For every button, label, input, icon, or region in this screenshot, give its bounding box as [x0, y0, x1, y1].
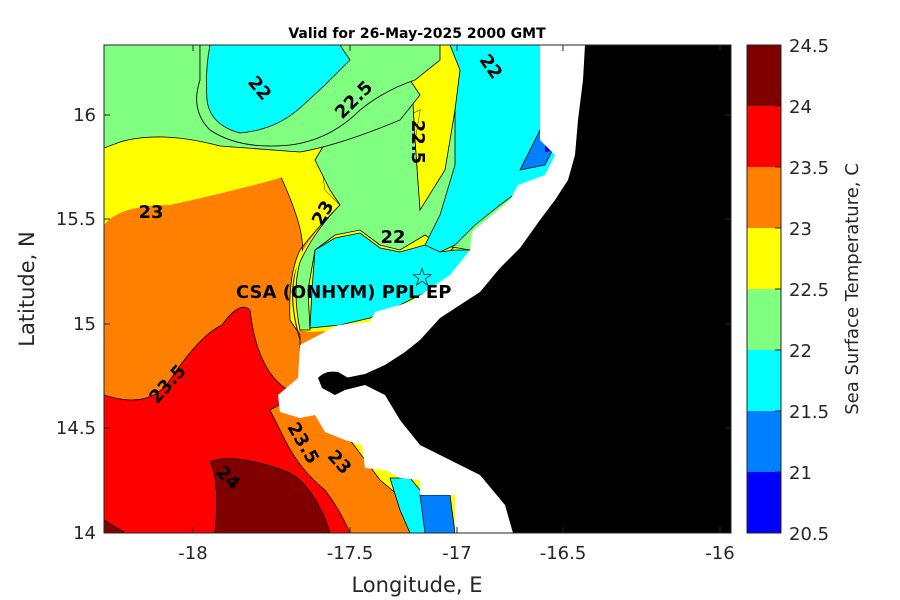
contour-label-23-west: 23 [138, 202, 163, 223]
y-axis [104, 114, 731, 429]
x-axis-label: Longitude, E [351, 573, 482, 597]
sst-band-21-21.5-south [419, 494, 456, 533]
x-axis [192, 45, 721, 533]
x-tick-label: -17.5 [327, 543, 374, 564]
colorbar-tick-label: 24.5 [789, 36, 829, 57]
sst-band-21.5-22-north [206, 45, 351, 134]
colorbar-swatch-23.5-24 [747, 106, 781, 167]
x-tick-label: -16 [705, 543, 734, 564]
colorbar-tick-label: 24 [789, 97, 812, 118]
x-tick-label: -17 [442, 543, 471, 564]
colorbar-swatch-23-23.5 [747, 167, 781, 228]
colorbar-swatch-21.5-22 [747, 350, 781, 411]
y-tick-label: 15 [73, 314, 96, 335]
colorbar-tick-label: 22 [789, 341, 812, 362]
y-tick-label: 14.5 [56, 418, 96, 439]
x-tick-label: -18 [178, 543, 207, 564]
y-tick-label: 14 [73, 523, 96, 544]
colorbar-tick-label: 23.5 [789, 158, 829, 179]
colorbar-tick-label: 22.5 [789, 280, 829, 301]
y-axis-label: Latitude, N [15, 231, 39, 347]
colorbar-swatch-20.5-21 [747, 472, 781, 533]
colorbar-tick-label: 23 [789, 219, 812, 240]
colorbar-tick-label: 20.5 [789, 524, 829, 545]
station-label: CSA (ONHYM) PPL EP [236, 282, 451, 303]
colorbar-swatch-21-21.5 [747, 411, 781, 472]
contour-label-22.5-east: 22.5 [407, 120, 428, 164]
sst-contour-map [104, 45, 731, 533]
land-mass [318, 45, 731, 533]
colorbar-swatch-22-22.5 [747, 289, 781, 350]
colorbar-label: Sea Surface Temperature, C [842, 163, 863, 415]
contour-label-22-coast: 22 [380, 227, 405, 248]
sst-band-24-24.5-corner [104, 519, 126, 533]
y-tick-label: 15.5 [56, 209, 96, 230]
colorbar-tick-label: 21.5 [789, 402, 829, 423]
station-star-icon: ☆ [410, 263, 433, 293]
y-tick-label: 16 [73, 105, 96, 126]
plot-frame [103, 44, 732, 534]
colorbar-swatch-24-24.5 [747, 45, 781, 106]
x-tick-label: -16.5 [540, 543, 587, 564]
cap-vert-peninsula [318, 371, 352, 395]
colorbar-tick-label: 21 [789, 463, 812, 484]
colorbar [746, 44, 782, 534]
colorbar-swatch-22.5-23 [747, 228, 781, 289]
sst-band-24-24.5 [209, 458, 331, 533]
map-title: Valid for 26-May-2025 2000 GMT [288, 26, 546, 42]
